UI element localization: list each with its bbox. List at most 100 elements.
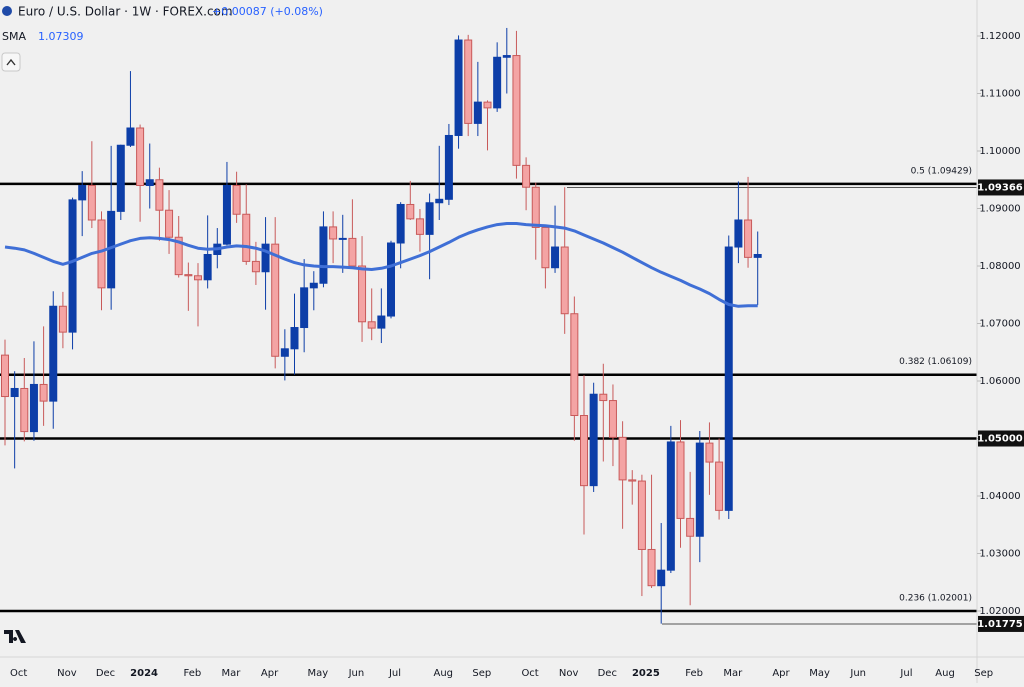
candle-body xyxy=(232,185,241,215)
candle-body xyxy=(618,436,627,481)
candle-body xyxy=(20,387,29,433)
candle-body xyxy=(348,237,357,267)
x-tick-label: May xyxy=(809,668,830,679)
x-tick-label: Dec xyxy=(598,668,617,679)
candle-body xyxy=(155,179,164,211)
candle-body xyxy=(309,282,318,289)
y-tick-label: 1.02000 xyxy=(979,606,1020,617)
candle-body xyxy=(251,260,260,273)
candle-body xyxy=(300,287,309,329)
fib-level-label: 0.5 (1.09429) xyxy=(911,166,972,176)
candle-body xyxy=(165,209,174,238)
candle-body xyxy=(377,315,386,329)
candle-body xyxy=(290,327,299,350)
candle-body xyxy=(695,442,704,537)
candle-body xyxy=(280,348,289,357)
candle-body xyxy=(686,517,695,537)
candle-body xyxy=(97,219,106,289)
x-tick-label: May xyxy=(307,668,328,679)
y-tick-label: 1.10000 xyxy=(979,146,1020,157)
candle-body xyxy=(512,55,521,166)
candle-body xyxy=(203,254,212,281)
candle-body xyxy=(425,202,434,235)
x-tick-label: Jun xyxy=(849,668,866,679)
candle-body xyxy=(435,198,444,204)
x-tick-label: Mar xyxy=(723,668,743,679)
candle-body xyxy=(116,144,125,212)
x-tick-label: Feb xyxy=(183,668,201,679)
candle-body xyxy=(222,185,231,245)
candle-body xyxy=(1,354,9,398)
candle-body xyxy=(58,305,67,333)
x-tick-label: Nov xyxy=(57,668,77,679)
candle-body xyxy=(589,393,598,487)
candle-body xyxy=(39,383,48,402)
x-tick-label: Oct xyxy=(10,668,27,679)
x-tick-label: Feb xyxy=(685,668,703,679)
collapse-button[interactable] xyxy=(1,52,21,72)
candle-body xyxy=(464,39,473,124)
candle-body xyxy=(126,127,135,146)
candle-body xyxy=(29,383,38,433)
y-tick-label: 1.06000 xyxy=(979,376,1020,387)
candle-body xyxy=(78,185,87,201)
x-tick-label: Apr xyxy=(772,668,790,679)
x-tick-label: Jul xyxy=(388,668,401,679)
symbol-icon xyxy=(2,6,12,16)
x-tick-label: Aug xyxy=(433,668,453,679)
price-label: 1.05000 xyxy=(977,434,1023,445)
candle-body xyxy=(367,321,376,329)
price-change: +0.00087 (+0.08%) xyxy=(212,5,323,18)
candle-body xyxy=(744,219,753,258)
candle-body xyxy=(753,254,762,258)
y-tick-label: 1.09000 xyxy=(979,204,1020,215)
candle-body xyxy=(242,213,251,262)
candle-body xyxy=(184,274,193,277)
logo xyxy=(4,630,26,643)
x-tick-label: Nov xyxy=(559,668,579,679)
x-tick-label: Sep xyxy=(974,668,993,679)
x-tick-label: Mar xyxy=(222,668,242,679)
candle-body xyxy=(194,275,202,281)
sma-line xyxy=(4,222,758,308)
candle-body xyxy=(502,55,511,58)
x-tick-label: Oct xyxy=(521,668,538,679)
x-tick-label: Jul xyxy=(899,668,912,679)
candle-body xyxy=(454,39,463,136)
y-tick-label: 1.12000 xyxy=(979,31,1020,42)
candle-body xyxy=(705,442,714,463)
candle-body xyxy=(531,186,540,228)
price-label: 1.09366 xyxy=(977,182,1023,193)
candle-body xyxy=(49,305,58,402)
candle-body xyxy=(338,237,347,240)
candle-body xyxy=(261,243,270,273)
x-tick-label: 2024 xyxy=(130,668,158,679)
candle-body xyxy=(522,164,531,188)
candle-body xyxy=(637,480,646,550)
x-tick-label: Dec xyxy=(96,668,115,679)
candle-body xyxy=(68,199,77,333)
candle-body xyxy=(271,243,280,357)
chart-title: Euro / U.S. Dollar · 1W · FOREX.com xyxy=(18,5,233,19)
candle-body xyxy=(387,242,395,317)
candle-body xyxy=(541,226,550,269)
candle-body xyxy=(136,127,145,186)
y-tick-label: 1.07000 xyxy=(979,319,1020,330)
indicator-name: SMA xyxy=(2,30,26,43)
y-tick-label: 1.11000 xyxy=(979,89,1020,100)
candle-body xyxy=(734,219,743,248)
candle-body xyxy=(483,101,492,109)
collapse-icon xyxy=(6,58,16,66)
candle-body xyxy=(580,415,588,487)
candle-body xyxy=(87,185,96,221)
candle-body xyxy=(570,313,579,417)
price-label: 1.01775 xyxy=(977,619,1023,630)
x-tick-label: 2025 xyxy=(632,668,660,679)
candle-body xyxy=(647,548,656,587)
fib-level-label: 0.382 (1.06109) xyxy=(899,357,972,367)
fib-level-label: 0.236 (1.02001) xyxy=(899,593,972,603)
candle-body xyxy=(493,56,502,109)
